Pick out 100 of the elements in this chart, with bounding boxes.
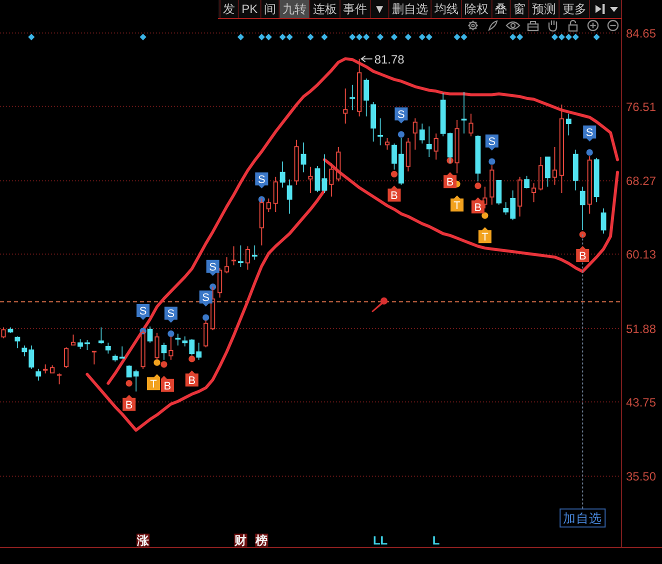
candlestick — [580, 186, 586, 230]
candlestick — [273, 176, 278, 212]
point — [376, 34, 384, 40]
candlestick — [50, 364, 55, 374]
data-label: B — [474, 202, 482, 214]
x-tick-label: LL — [372, 534, 388, 548]
point — [516, 34, 524, 40]
point — [154, 359, 160, 366]
candlestick — [587, 156, 592, 214]
data-label: S — [258, 174, 266, 186]
candlestick — [280, 161, 286, 188]
candlestick — [454, 120, 460, 174]
point — [390, 34, 398, 40]
candlestick — [538, 156, 544, 191]
point — [349, 34, 356, 40]
y-tick-label: 60.13 — [626, 248, 656, 262]
point — [160, 361, 168, 368]
data-label: B — [390, 190, 398, 202]
data-label: S — [167, 308, 175, 320]
candlestick — [566, 113, 572, 136]
point — [202, 314, 210, 321]
candlestick — [231, 246, 236, 266]
point — [488, 158, 496, 165]
point — [593, 34, 600, 40]
candlestick — [364, 78, 370, 117]
point — [482, 212, 488, 219]
point — [279, 34, 286, 40]
candlestick — [336, 146, 341, 182]
point — [460, 34, 468, 40]
candlestick — [434, 133, 438, 160]
point — [404, 34, 412, 40]
candlestick — [286, 179, 292, 214]
annotation: 加自选 — [563, 512, 602, 526]
point — [565, 34, 572, 40]
data-label: 财 — [234, 534, 247, 548]
candlestick — [572, 149, 578, 191]
candlestick — [294, 139, 299, 186]
candlestick — [329, 162, 334, 198]
candlestick — [252, 244, 258, 260]
point — [126, 380, 132, 387]
candlestick — [259, 198, 264, 246]
point — [398, 131, 405, 138]
candlestick — [412, 118, 418, 150]
candlestick — [406, 138, 410, 172]
point — [426, 34, 432, 40]
candlestick — [245, 246, 250, 270]
data-label: 榜 — [254, 534, 268, 548]
candlestick — [378, 118, 383, 146]
y-tick-label: 51.88 — [626, 322, 656, 336]
candlestick — [238, 244, 244, 268]
candlestick — [552, 146, 558, 186]
candlestick — [314, 166, 320, 193]
point — [265, 34, 272, 40]
point — [510, 34, 516, 40]
point — [307, 34, 314, 40]
point — [579, 231, 586, 238]
candlestick — [524, 176, 530, 189]
data-label: B — [446, 176, 454, 189]
data-label: S — [209, 261, 216, 274]
line-series — [86, 188, 326, 432]
candlestick — [600, 208, 606, 234]
candlestick — [308, 166, 313, 194]
point — [363, 34, 370, 40]
point — [586, 149, 593, 156]
candlestick — [531, 182, 536, 203]
point — [188, 356, 196, 362]
data-label: B — [164, 380, 172, 392]
candlestick — [475, 134, 481, 182]
candlestick — [496, 180, 502, 206]
candlestick — [70, 334, 76, 346]
point — [168, 330, 174, 338]
point — [258, 34, 265, 40]
candlestick — [1, 326, 6, 339]
candlestick — [482, 186, 488, 209]
annotation: 81.78 — [374, 52, 405, 66]
data-label: S — [586, 126, 594, 139]
point — [356, 34, 363, 40]
data-label: B — [125, 399, 133, 412]
candlestick — [350, 84, 356, 110]
point — [474, 182, 482, 190]
point — [28, 34, 35, 40]
data-label: S — [202, 292, 210, 304]
data-label: T — [454, 200, 461, 212]
y-tick-label: 43.75 — [626, 395, 656, 410]
candlestick — [468, 113, 474, 137]
candlestick — [64, 346, 69, 368]
candlestick — [545, 156, 550, 188]
candlestick — [343, 88, 348, 124]
data-label: B — [578, 250, 586, 263]
candlestick — [175, 333, 181, 346]
candlestick — [266, 198, 271, 212]
data-label: 涨 — [136, 534, 150, 548]
candlestick — [300, 142, 306, 173]
point — [390, 170, 398, 178]
candlestick — [217, 267, 222, 298]
data-label: B — [188, 374, 196, 387]
candlestick — [419, 123, 425, 144]
data-label: T — [482, 232, 489, 244]
point — [210, 284, 216, 290]
candlestick — [98, 327, 104, 344]
